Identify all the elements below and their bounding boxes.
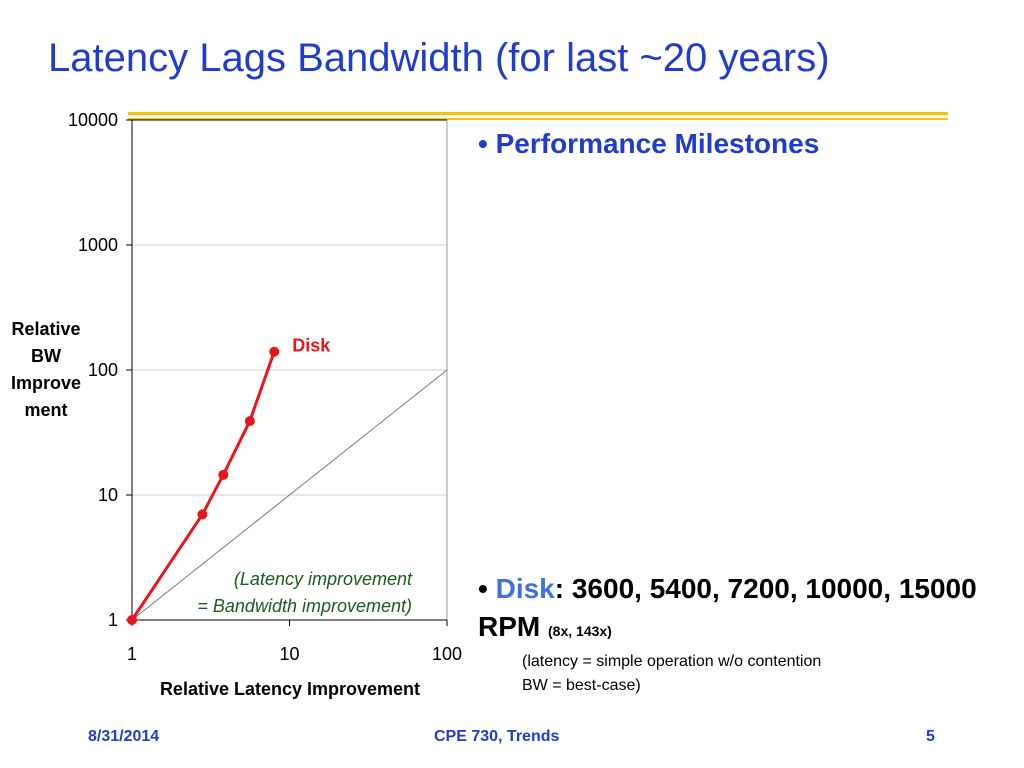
y-axis-label-line: BW [31, 346, 61, 366]
y-tick-label: 1 [108, 610, 118, 630]
bullet-disk-label: Disk [495, 573, 555, 604]
data-point [244, 416, 255, 427]
reference-label-line-1: (Latency improvement [234, 569, 413, 589]
title-rule-secondary [128, 118, 948, 120]
slide-title: Latency Lags Bandwidth (for last ~20 yea… [48, 36, 830, 80]
footer-date: 8/31/2014 [88, 728, 160, 745]
y-tick-label: 100 [88, 360, 118, 380]
x-tick-label: 10 [279, 644, 299, 664]
bullet-disk-rpm: : 3600, 5400, 7200, 10000, 15000 RPM [478, 573, 977, 642]
note-line-2: BW = best-case) [522, 677, 641, 694]
series-label-disk: Disk [292, 336, 331, 356]
y-tick-label: 1000 [78, 235, 118, 255]
bullet-dot: • [478, 128, 496, 159]
tick-labels: 1 10 100 1000 10000 1 10 100 [68, 110, 462, 664]
y-axis-label-line: ment [24, 400, 68, 420]
y-tick-label: 10000 [68, 110, 118, 130]
y-axis-label-line: Improve [10, 373, 82, 393]
y-tick-label: 10 [98, 485, 118, 505]
chart-axes [126, 119, 448, 626]
data-point [218, 469, 229, 480]
footer-page-number: 5 [926, 728, 935, 745]
y-axis-label-line: Relative [11, 319, 81, 339]
note-line-1: (latency = simple operation w/o contenti… [522, 653, 822, 670]
bullet-dot: • [478, 573, 496, 604]
x-tick-label: 100 [432, 644, 462, 664]
reference-line-group: (Latency improvement = Bandwidth improvem… [131, 369, 448, 621]
reference-line [131, 369, 448, 621]
bullet-text: Performance Milestones [495, 128, 820, 159]
title-rule [128, 112, 948, 115]
footer-course: CPE 730, Trends [434, 728, 560, 745]
bullet-performance-milestones: • Performance Milestones [478, 128, 819, 160]
data-point [269, 346, 280, 357]
x-tick-label: 1 [127, 644, 137, 664]
data-point [197, 509, 208, 520]
series-group [127, 346, 280, 625]
bullet-disk-factors: (8x, 143x) [548, 623, 612, 639]
definition-note: (latency = simple operation w/o contenti… [522, 650, 821, 698]
chart-labels: Disk [292, 336, 331, 356]
chart-grid [132, 119, 447, 621]
bullet-disk: • Disk: 3600, 5400, 7200, 10000, 15000 R… [478, 570, 1018, 650]
reference-label-line-2: = Bandwidth improvement) [197, 596, 412, 616]
y-axis-label: Relative BW Improve ment [0, 316, 92, 424]
data-point [127, 615, 137, 625]
x-axis-label: Relative Latency Improvement [159, 679, 421, 699]
